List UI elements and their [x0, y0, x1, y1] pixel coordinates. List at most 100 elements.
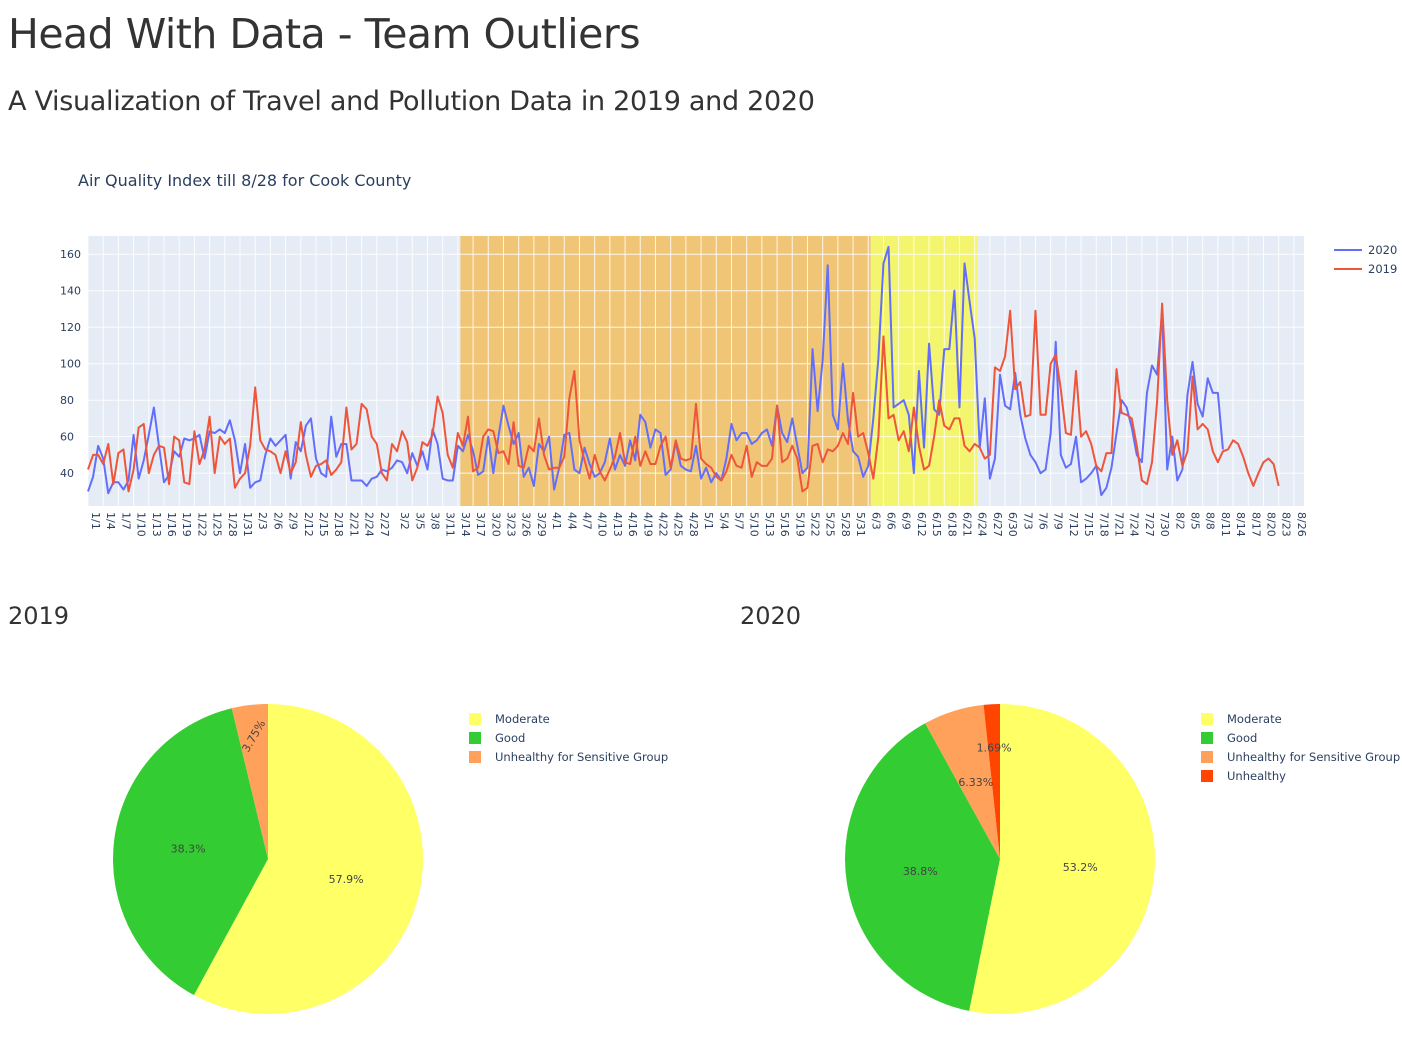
x-tick-label: 6/6	[884, 512, 897, 530]
y-tick-label: 120	[60, 321, 81, 334]
pie-slice-good[interactable]	[844, 723, 1000, 1011]
x-tick-label: 7/3	[1021, 512, 1034, 530]
legend-label: Moderate	[1227, 712, 1282, 726]
legend-label: Unhealthy for Sensitive Group	[495, 750, 668, 764]
x-tick-label: 3/11	[444, 512, 457, 537]
legend-label: Moderate	[495, 712, 550, 726]
x-tick-label: 5/1	[702, 512, 715, 530]
x-tick-label: 5/25	[824, 512, 837, 537]
x-tick-label: 8/8	[1204, 512, 1217, 530]
x-tick-label: 3/23	[504, 512, 517, 537]
pie-chart-2020[interactable]: 53.2% 38.8% 6.33% 1.69% Moderate Good Unhealth…	[732, 680, 1402, 1060]
pie-slice-good[interactable]	[113, 708, 268, 996]
legend-item-2019[interactable]: 2019	[1334, 262, 1397, 276]
legend-item-good[interactable]: Good	[469, 731, 525, 745]
x-tick-label: 4/16	[626, 512, 639, 537]
x-tick-label: 2/3	[256, 512, 269, 530]
legend-label: 2019	[1368, 262, 1397, 276]
x-tick-label: 3/20	[489, 512, 502, 537]
legend-swatch	[469, 713, 481, 725]
legend-item-unhealthy[interactable]: Unhealthy	[1201, 769, 1286, 783]
x-tick-label: 1/31	[241, 512, 254, 537]
x-tick-label: 3/5	[413, 512, 426, 530]
y-tick-label: 140	[60, 285, 81, 298]
series-line-2020[interactable]	[87, 245, 1224, 497]
chart-title: Air Quality Index till 8/28 for Cook Cou…	[78, 171, 411, 190]
x-tick-label: 8/17	[1249, 512, 1262, 537]
x-tick-label: 5/4	[717, 512, 730, 530]
x-tick-label: 8/11	[1219, 512, 1232, 537]
legend-label: Good	[1227, 731, 1257, 745]
pie-slice-moderate[interactable]	[193, 704, 424, 1014]
x-tick-label: 7/27	[1143, 512, 1156, 537]
x-tick-label: 1/10	[135, 512, 148, 537]
x-tick-label: 8/26	[1295, 512, 1308, 537]
x-tick-label: 4/4	[565, 512, 578, 530]
legend-swatch	[1201, 770, 1213, 782]
legend-swatch	[469, 751, 481, 763]
page-subtitle: A Visualization of Travel and Pollution …	[8, 86, 815, 117]
x-tick-label: 1/1	[89, 512, 102, 530]
y-tick-label: 100	[60, 358, 81, 371]
x-tick-label: 6/30	[1006, 512, 1019, 537]
x-tick-label: 3/26	[520, 512, 533, 537]
aqi-line-chart[interactable]: Air Quality Index till 8/28 for Cook Cou…	[0, 140, 1402, 690]
x-tick-label: 6/15	[930, 512, 943, 537]
legend-item-2020[interactable]: 2020	[1334, 243, 1397, 257]
x-tick-label: 8/2	[1173, 512, 1186, 530]
x-tick-label: 8/20	[1264, 512, 1277, 537]
legend-swatch	[1201, 713, 1213, 725]
x-tick-label: 2/18	[332, 512, 345, 537]
x-tick-label: 3/17	[474, 512, 487, 537]
x-tick-label: 7/12	[1067, 512, 1080, 537]
x-tick-label: 7/18	[1097, 512, 1110, 537]
x-tick-label: 5/10	[748, 512, 761, 537]
pie-slice-moderate[interactable]	[969, 704, 1155, 1014]
lockdown-shaded-region	[460, 236, 871, 506]
legend-item-unhealthy-for-sensitive-group[interactable]: Unhealthy for Sensitive Group	[1201, 750, 1400, 764]
x-tick-label: 6/9	[900, 512, 913, 530]
x-tick-label: 5/19	[793, 512, 806, 537]
legend-swatch	[1201, 732, 1213, 744]
x-tick-label: 5/7	[732, 512, 745, 530]
x-tick-label: 3/14	[459, 512, 472, 537]
x-tick-label: 4/28	[687, 512, 700, 537]
pie-slice-unhealthy-for-sensitive-group[interactable]	[231, 704, 268, 859]
pie-slice-unhealthy-for-sensitive-group[interactable]	[925, 704, 1000, 859]
legend-swatch	[1201, 751, 1213, 763]
x-tick-label: 1/13	[150, 512, 163, 537]
x-tick-label: 4/13	[611, 512, 624, 537]
y-tick-label: 60	[60, 431, 74, 444]
legend-label: Unhealthy for Sensitive Group	[1227, 750, 1400, 764]
pie-heading-2020: 2020	[740, 602, 802, 630]
y-tick-label: 80	[60, 394, 74, 407]
pie-slice-percent-label: 53.2%	[1063, 861, 1098, 874]
x-tick-label: 1/28	[226, 512, 239, 537]
pie-slice-percent-label: 1.69%	[977, 742, 1012, 755]
legend-label: 2020	[1368, 243, 1397, 257]
legend-item-good[interactable]: Good	[1201, 731, 1257, 745]
x-tick-label: 7/21	[1112, 512, 1125, 537]
legend-label: Good	[495, 731, 525, 745]
x-tick-label: 8/23	[1280, 512, 1293, 537]
pie-slice-unhealthy[interactable]	[983, 704, 1000, 859]
x-tick-label: 3/29	[535, 512, 548, 537]
x-tick-label: 6/3	[869, 512, 882, 530]
legend-item-moderate[interactable]: Moderate	[469, 712, 550, 726]
series-line-2019[interactable]	[87, 302, 1280, 493]
x-tick-label: 6/21	[960, 512, 973, 537]
x-tick-label: 2/24	[363, 512, 376, 537]
x-tick-label: 7/6	[1036, 512, 1049, 530]
pie-slice-percent-label: 57.9%	[329, 873, 364, 886]
x-tick-label: 6/12	[915, 512, 928, 537]
pie-slice-percent-label: 6.33%	[958, 776, 993, 789]
legend-item-moderate[interactable]: Moderate	[1201, 712, 1282, 726]
legend-item-unhealthy-for-sensitive-group[interactable]: Unhealthy for Sensitive Group	[469, 750, 668, 764]
pie-slice-percent-label: 38.3%	[171, 843, 206, 856]
y-tick-label: 40	[60, 467, 74, 480]
x-tick-label: 4/25	[672, 512, 685, 537]
x-tick-label: 5/16	[778, 512, 791, 537]
x-tick-label: 4/19	[641, 512, 654, 537]
x-tick-label: 1/19	[180, 512, 193, 537]
